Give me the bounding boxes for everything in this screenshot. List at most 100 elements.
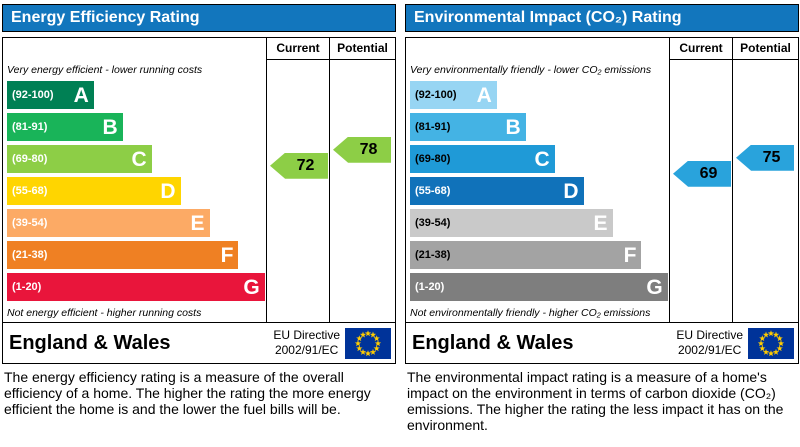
rating-panel: Environmental Impact (CO₂) Rating Curren…: [405, 4, 799, 434]
top-note: Very environmentally friendly - lower CO…: [410, 64, 652, 76]
band-range-label: (1-20): [12, 281, 42, 293]
potential-column-header: Potential: [329, 38, 395, 60]
current-rating-arrow: 72: [270, 152, 328, 179]
bands: (92-100) A (81-91) B (69-80) C (55-68) D…: [406, 79, 669, 303]
bottom-note: Not environmentally friendly - higher CO…: [410, 307, 651, 319]
band-row: (92-100) A: [406, 79, 669, 111]
band-row: (21-38) F: [3, 239, 266, 271]
header-spacer: [3, 38, 266, 60]
band-bar: (81-91) B: [410, 113, 526, 141]
band-bar: (21-38) F: [7, 241, 239, 269]
band-range-label: (81-91): [415, 121, 451, 133]
bands: (92-100) A (81-91) B (69-80) C (55-68) D…: [3, 79, 266, 303]
panel-title: Energy Efficiency Rating: [2, 4, 396, 32]
band-range-label: (92-100): [415, 89, 457, 101]
chart-footer: England & Wales EU Directive 2002/91/EC: [406, 322, 798, 363]
potential-rating-arrow: 75: [736, 144, 794, 171]
eu-directive-line1: EU Directive: [676, 328, 743, 342]
eu-directive-line2: 2002/91/EC: [274, 343, 339, 357]
rating-chart: Current Potential Very environmentally f…: [405, 37, 799, 364]
epc-rating-charts: Energy Efficiency Rating Current Potenti…: [2, 4, 799, 434]
eu-directive-label: EU Directive 2002/91/EC: [676, 328, 743, 358]
chart-header: Current Potential: [3, 38, 395, 60]
band-row: (1-20) G: [406, 271, 669, 303]
band-range-label: (69-80): [415, 153, 451, 165]
band-row: (39-54) E: [406, 207, 669, 239]
band-range-label: (39-54): [12, 217, 48, 229]
potential-rating-arrow: 78: [333, 136, 391, 163]
band-bar: (21-38) F: [410, 241, 642, 269]
band-letter: E: [190, 211, 205, 235]
band-letter: A: [476, 83, 492, 107]
top-note: Very energy efficient - lower running co…: [7, 64, 203, 76]
band-bar: (69-80) C: [410, 145, 555, 173]
band-letter: C: [131, 147, 147, 171]
band-bar: (55-68) D: [410, 177, 584, 205]
current-column: 72: [266, 60, 329, 322]
band-letter: B: [102, 115, 118, 139]
band-row: (69-80) C: [406, 143, 669, 175]
band-letter: F: [623, 243, 637, 267]
band-row: (1-20) G: [3, 271, 266, 303]
band-letter: F: [220, 243, 234, 267]
band-range-label: (55-68): [12, 185, 48, 197]
rating-chart: Current Potential Very energy efficient …: [2, 37, 396, 364]
panel-description: The environmental impact rating is a mea…: [407, 369, 784, 433]
band-range-label: (21-38): [12, 249, 48, 261]
bottom-note: Not energy efficient - higher running co…: [7, 307, 202, 319]
band-range-label: (81-91): [12, 121, 48, 133]
band-bar: (39-54) E: [410, 209, 613, 237]
chart-header: Current Potential: [406, 38, 798, 60]
header-spacer: [406, 38, 669, 60]
band-bar: (81-91) B: [7, 113, 123, 141]
panel-title: Environmental Impact (CO₂) Rating: [405, 4, 799, 32]
potential-column: 78: [329, 60, 395, 322]
band-range-label: (69-80): [12, 153, 48, 165]
chart-body: Very energy efficient - lower running co…: [3, 60, 395, 322]
band-row: (55-68) D: [406, 175, 669, 207]
band-row: (92-100) A: [3, 79, 266, 111]
band-letter: D: [563, 179, 579, 203]
eu-directive-line1: EU Directive: [273, 328, 340, 342]
region-label: England & Wales: [9, 331, 171, 354]
eu-directive-line2: 2002/91/EC: [677, 343, 742, 357]
eu-flag-icon: [748, 327, 794, 359]
panel-description: The energy efficiency rating is a measur…: [4, 369, 371, 417]
band-bar: (92-100) A: [410, 81, 497, 109]
band-bar: (55-68) D: [7, 177, 181, 205]
band-bar: (39-54) E: [7, 209, 210, 237]
region-label: England & Wales: [412, 331, 574, 354]
rating-panel: Energy Efficiency Rating Current Potenti…: [2, 4, 396, 434]
current-column: 69: [669, 60, 732, 322]
band-row: (69-80) C: [3, 143, 266, 175]
chart-body: Very environmentally friendly - lower CO…: [406, 60, 798, 322]
band-row: (39-54) E: [3, 207, 266, 239]
band-letter: A: [73, 83, 89, 107]
eu-flag-icon: [345, 327, 391, 359]
band-range-label: (92-100): [12, 89, 54, 101]
potential-column: 75: [732, 60, 798, 322]
current-column-header: Current: [266, 38, 329, 60]
eu-directive-label: EU Directive 2002/91/EC: [273, 328, 340, 358]
band-letter: C: [534, 147, 550, 171]
band-range-label: (39-54): [415, 217, 451, 229]
band-range-label: (55-68): [415, 185, 451, 197]
current-rating-arrow: 69: [673, 160, 731, 187]
potential-column-header: Potential: [732, 38, 798, 60]
band-bar: (1-20) G: [410, 273, 668, 301]
band-letter: G: [243, 275, 260, 299]
band-bar: (1-20) G: [7, 273, 265, 301]
band-bar: (69-80) C: [7, 145, 152, 173]
band-row: (55-68) D: [3, 175, 266, 207]
band-row: (81-91) B: [3, 111, 266, 143]
band-letter: E: [593, 211, 608, 235]
band-range-label: (21-38): [415, 249, 451, 261]
band-letter: G: [646, 275, 663, 299]
band-row: (21-38) F: [406, 239, 669, 271]
bands-area: Very energy efficient - lower running co…: [3, 60, 266, 322]
chart-footer: England & Wales EU Directive 2002/91/EC: [3, 322, 395, 363]
current-column-header: Current: [669, 38, 732, 60]
band-row: (81-91) B: [406, 111, 669, 143]
bands-area: Very environmentally friendly - lower CO…: [406, 60, 669, 322]
band-bar: (92-100) A: [7, 81, 94, 109]
